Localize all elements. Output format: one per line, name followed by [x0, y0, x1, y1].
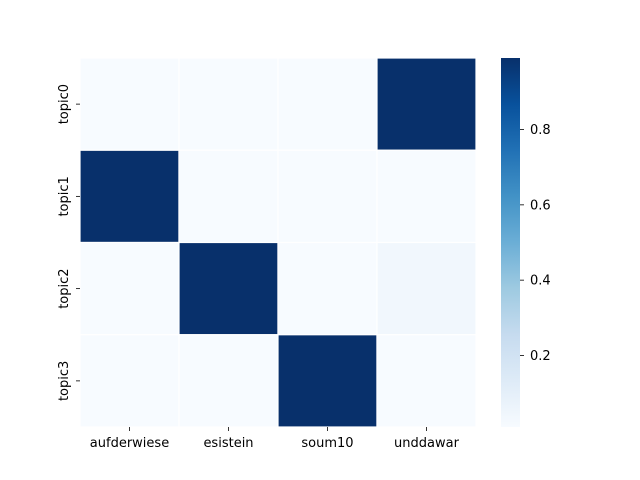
y-tick-label: topic0	[57, 84, 72, 124]
heatmap-cell-topic3-esistein	[178, 334, 279, 428]
x-tick-label: esistein	[203, 436, 253, 451]
heatmap-cell-topic2-unddawar	[376, 241, 477, 336]
x-axis-ticks: aufderwiese esistein soum10 unddawar	[90, 427, 460, 451]
heatmap-cell-topic2-soum10	[277, 241, 378, 336]
heatmap-cell-topic1-unddawar	[376, 149, 477, 244]
x-tick-label: unddawar	[394, 436, 460, 451]
x-tick-label: soum10	[301, 436, 353, 451]
colorbar: 0.2 0.4 0.6 0.8	[501, 58, 551, 427]
colorbar-tick-label: 0.6	[530, 198, 551, 213]
heatmap-cell-topic2-aufderwiese	[79, 241, 180, 336]
heatmap-cell-topic3-unddawar	[376, 334, 477, 428]
heatmap-cell-topic0-unddawar	[376, 57, 477, 151]
colorbar-gradient	[501, 58, 520, 427]
heatmap-cell-topic1-esistein	[178, 149, 279, 244]
heatmap-cell-topic2-esistein	[178, 241, 279, 336]
x-tick-label: aufderwiese	[90, 436, 169, 451]
heatmap-cells	[79, 57, 477, 428]
heatmap-cell-topic1-soum10	[277, 149, 378, 244]
heatmap-cell-topic3-aufderwiese	[79, 334, 180, 428]
heatmap-cell-topic0-soum10	[277, 57, 378, 151]
colorbar-tick-label: 0.4	[530, 274, 551, 289]
heatmap-cell-topic1-aufderwiese	[79, 149, 180, 244]
heatmap-cell-topic0-aufderwiese	[79, 57, 180, 151]
colorbar-tick-label: 0.8	[530, 123, 551, 138]
colorbar-tick-label: 0.2	[530, 349, 551, 364]
heatmap-cell-topic0-esistein	[178, 57, 279, 151]
y-axis-ticks: topic0 topic1 topic2 topic3	[57, 84, 80, 401]
heatmap-cell-topic3-soum10	[277, 334, 378, 428]
y-tick-label: topic3	[57, 361, 72, 401]
y-tick-label: topic2	[57, 268, 72, 308]
y-tick-label: topic1	[57, 176, 72, 216]
